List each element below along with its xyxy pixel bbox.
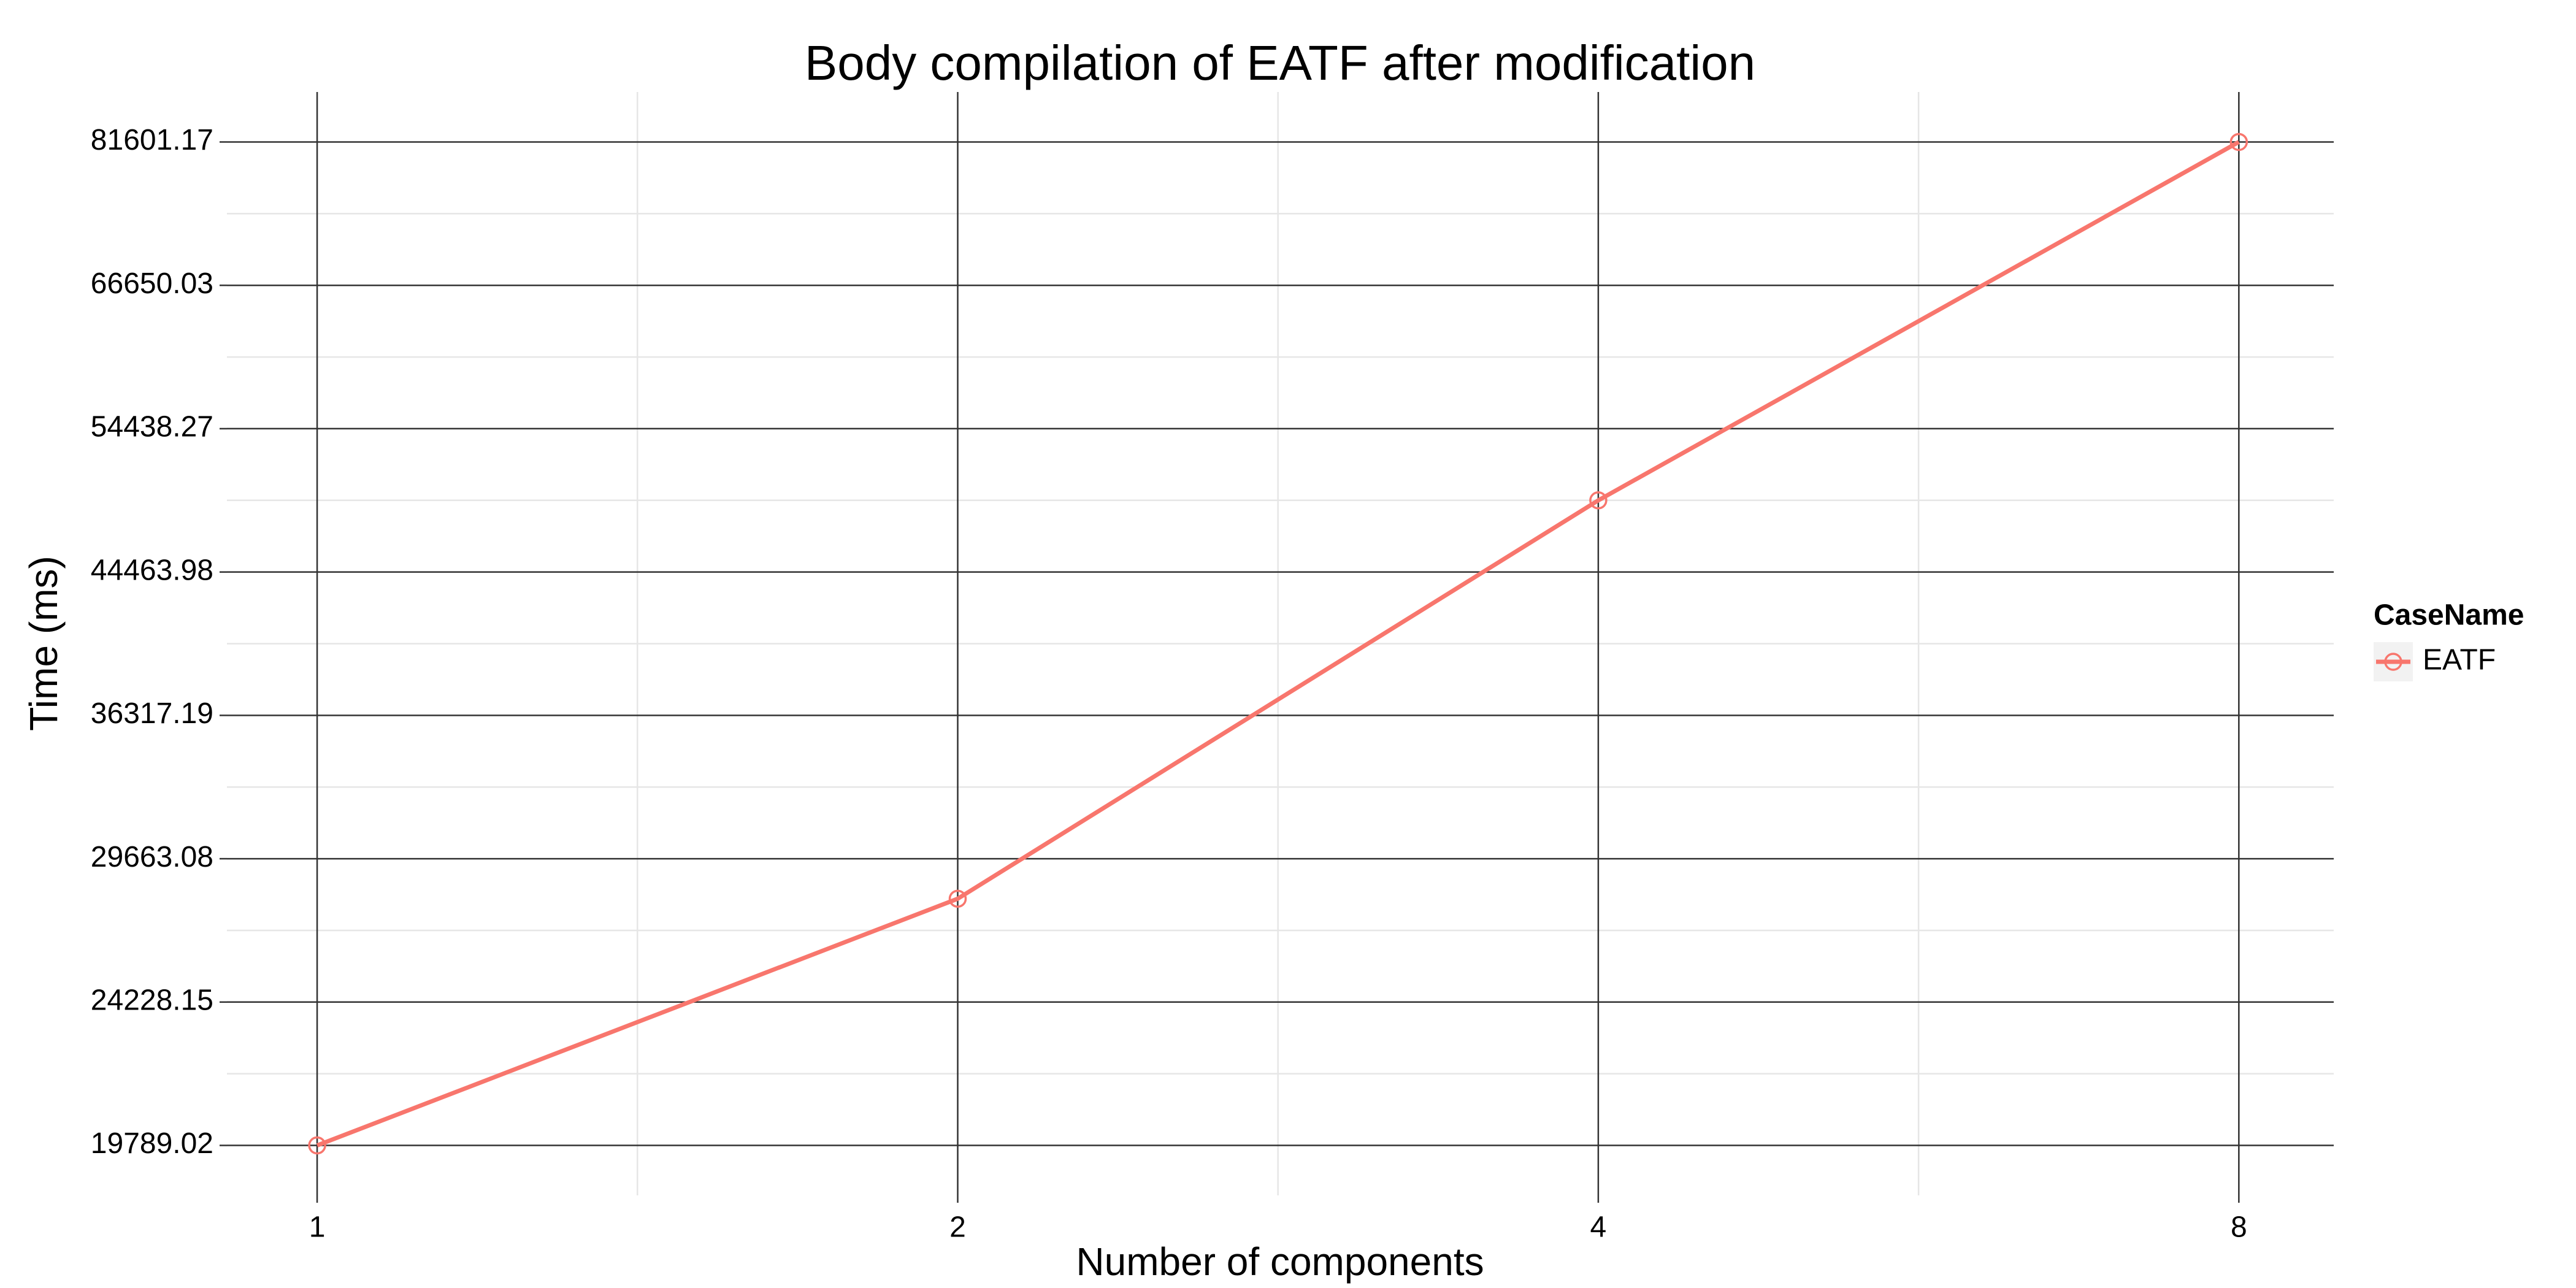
legend-label: EATF bbox=[2423, 644, 2496, 677]
chart-title: Body compilation of EATF after modificat… bbox=[805, 36, 1755, 90]
x-axis-title: Number of components bbox=[1076, 1240, 1484, 1284]
y-axis-title: Time (ms) bbox=[21, 556, 66, 731]
data-point bbox=[948, 889, 967, 908]
legend-marker bbox=[2384, 653, 2402, 671]
y-tick-label: 19789.02 bbox=[91, 1127, 213, 1160]
data-point bbox=[308, 1136, 326, 1155]
data-line bbox=[316, 140, 2241, 1148]
y-tick-label: 44463.98 bbox=[91, 554, 213, 586]
data-point bbox=[1589, 491, 1608, 510]
y-tick-label: 24228.15 bbox=[91, 984, 213, 1016]
y-tick-label: 66650.03 bbox=[91, 267, 213, 300]
x-tick-label: 8 bbox=[2231, 1211, 2247, 1244]
grid: 19789.02 24228.15 29663.08 36317.19 44463.98… bbox=[91, 92, 2334, 1244]
y-tick-label: 36317.19 bbox=[91, 697, 213, 730]
y-tick-label: 29663.08 bbox=[91, 841, 213, 873]
legend: CaseName EATF bbox=[2374, 599, 2524, 681]
legend-title: CaseName bbox=[2374, 599, 2524, 632]
x-tick-label: 1 bbox=[309, 1211, 326, 1244]
plot bbox=[308, 132, 2248, 1155]
y-tick-label: 81601.17 bbox=[91, 124, 213, 156]
data-point bbox=[2229, 132, 2248, 151]
y-tick-label: 54438.27 bbox=[91, 411, 213, 443]
x-tick-label: 2 bbox=[949, 1211, 966, 1244]
x-tick-label: 4 bbox=[1590, 1211, 1607, 1244]
